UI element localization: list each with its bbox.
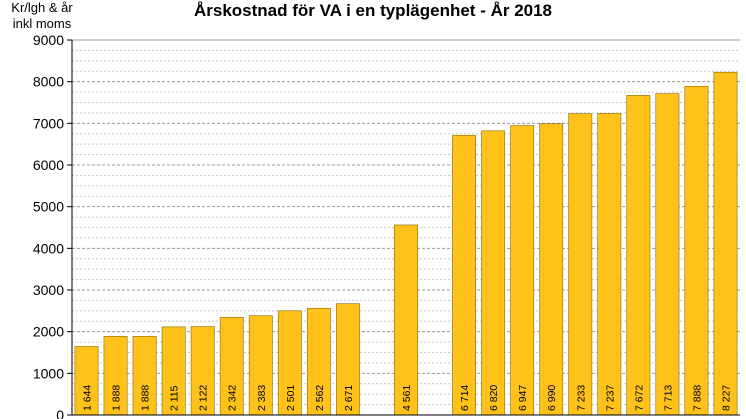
y-tick-label: 7000: [33, 115, 64, 131]
data-label: 1 888: [111, 385, 123, 411]
bar: [684, 86, 709, 416]
data-label: 8 227: [720, 385, 732, 411]
bar: [655, 93, 680, 416]
y-tick-label: 4000: [33, 240, 64, 256]
bar: [452, 134, 477, 416]
y-tick-label: 5000: [33, 199, 64, 215]
data-label: 2 501: [285, 385, 297, 411]
data-label: 1 888: [140, 385, 152, 411]
y-tick-label: 2000: [33, 324, 64, 340]
data-label: 7 888: [691, 385, 703, 411]
y-tick-label: 8000: [33, 74, 64, 90]
data-label: 2 342: [227, 385, 239, 411]
bar: [626, 95, 651, 416]
y-tick-label: 3000: [33, 282, 64, 298]
data-label: 2 383: [256, 385, 268, 411]
y-tick-label: 6000: [33, 157, 64, 173]
data-label: 7 672: [633, 385, 645, 411]
y-tick-label: 1000: [33, 365, 64, 381]
bar: [539, 123, 564, 416]
data-label: 6 947: [517, 385, 529, 411]
data-label: 1 644: [82, 385, 94, 411]
data-label: 2 562: [314, 385, 326, 411]
data-label: 7 233: [575, 385, 587, 411]
bar: [568, 113, 593, 416]
y-tick-label: 9000: [33, 32, 64, 48]
data-label: 7 713: [662, 385, 674, 411]
data-label: 4 561: [401, 385, 413, 411]
bars: 1 644 1 888 1 888 2 115 2 122 2 342 2 383 2 501…: [74, 71, 738, 416]
bar: [597, 113, 622, 416]
data-label: 7 237: [604, 385, 616, 411]
data-label: 6 714: [459, 385, 471, 411]
y-axis-label: Kr/lgh & år inkl moms: [11, 0, 73, 31]
data-label: 6 820: [488, 385, 500, 411]
axes: 0 1000 2000 3000 4000 5000 6000 7000 8000 9000: [33, 32, 740, 419]
bar: [713, 71, 738, 416]
data-label: 2 115: [169, 385, 181, 411]
y-tick-label: 0: [56, 407, 64, 419]
data-label: 2 122: [198, 385, 210, 411]
data-label: 2 671: [343, 385, 355, 411]
chart-title: Årskostnad för VA i en typlägenhet - År …: [193, 1, 553, 20]
bar: [481, 130, 506, 416]
data-label: 6 990: [546, 385, 558, 411]
bar: [510, 125, 535, 416]
